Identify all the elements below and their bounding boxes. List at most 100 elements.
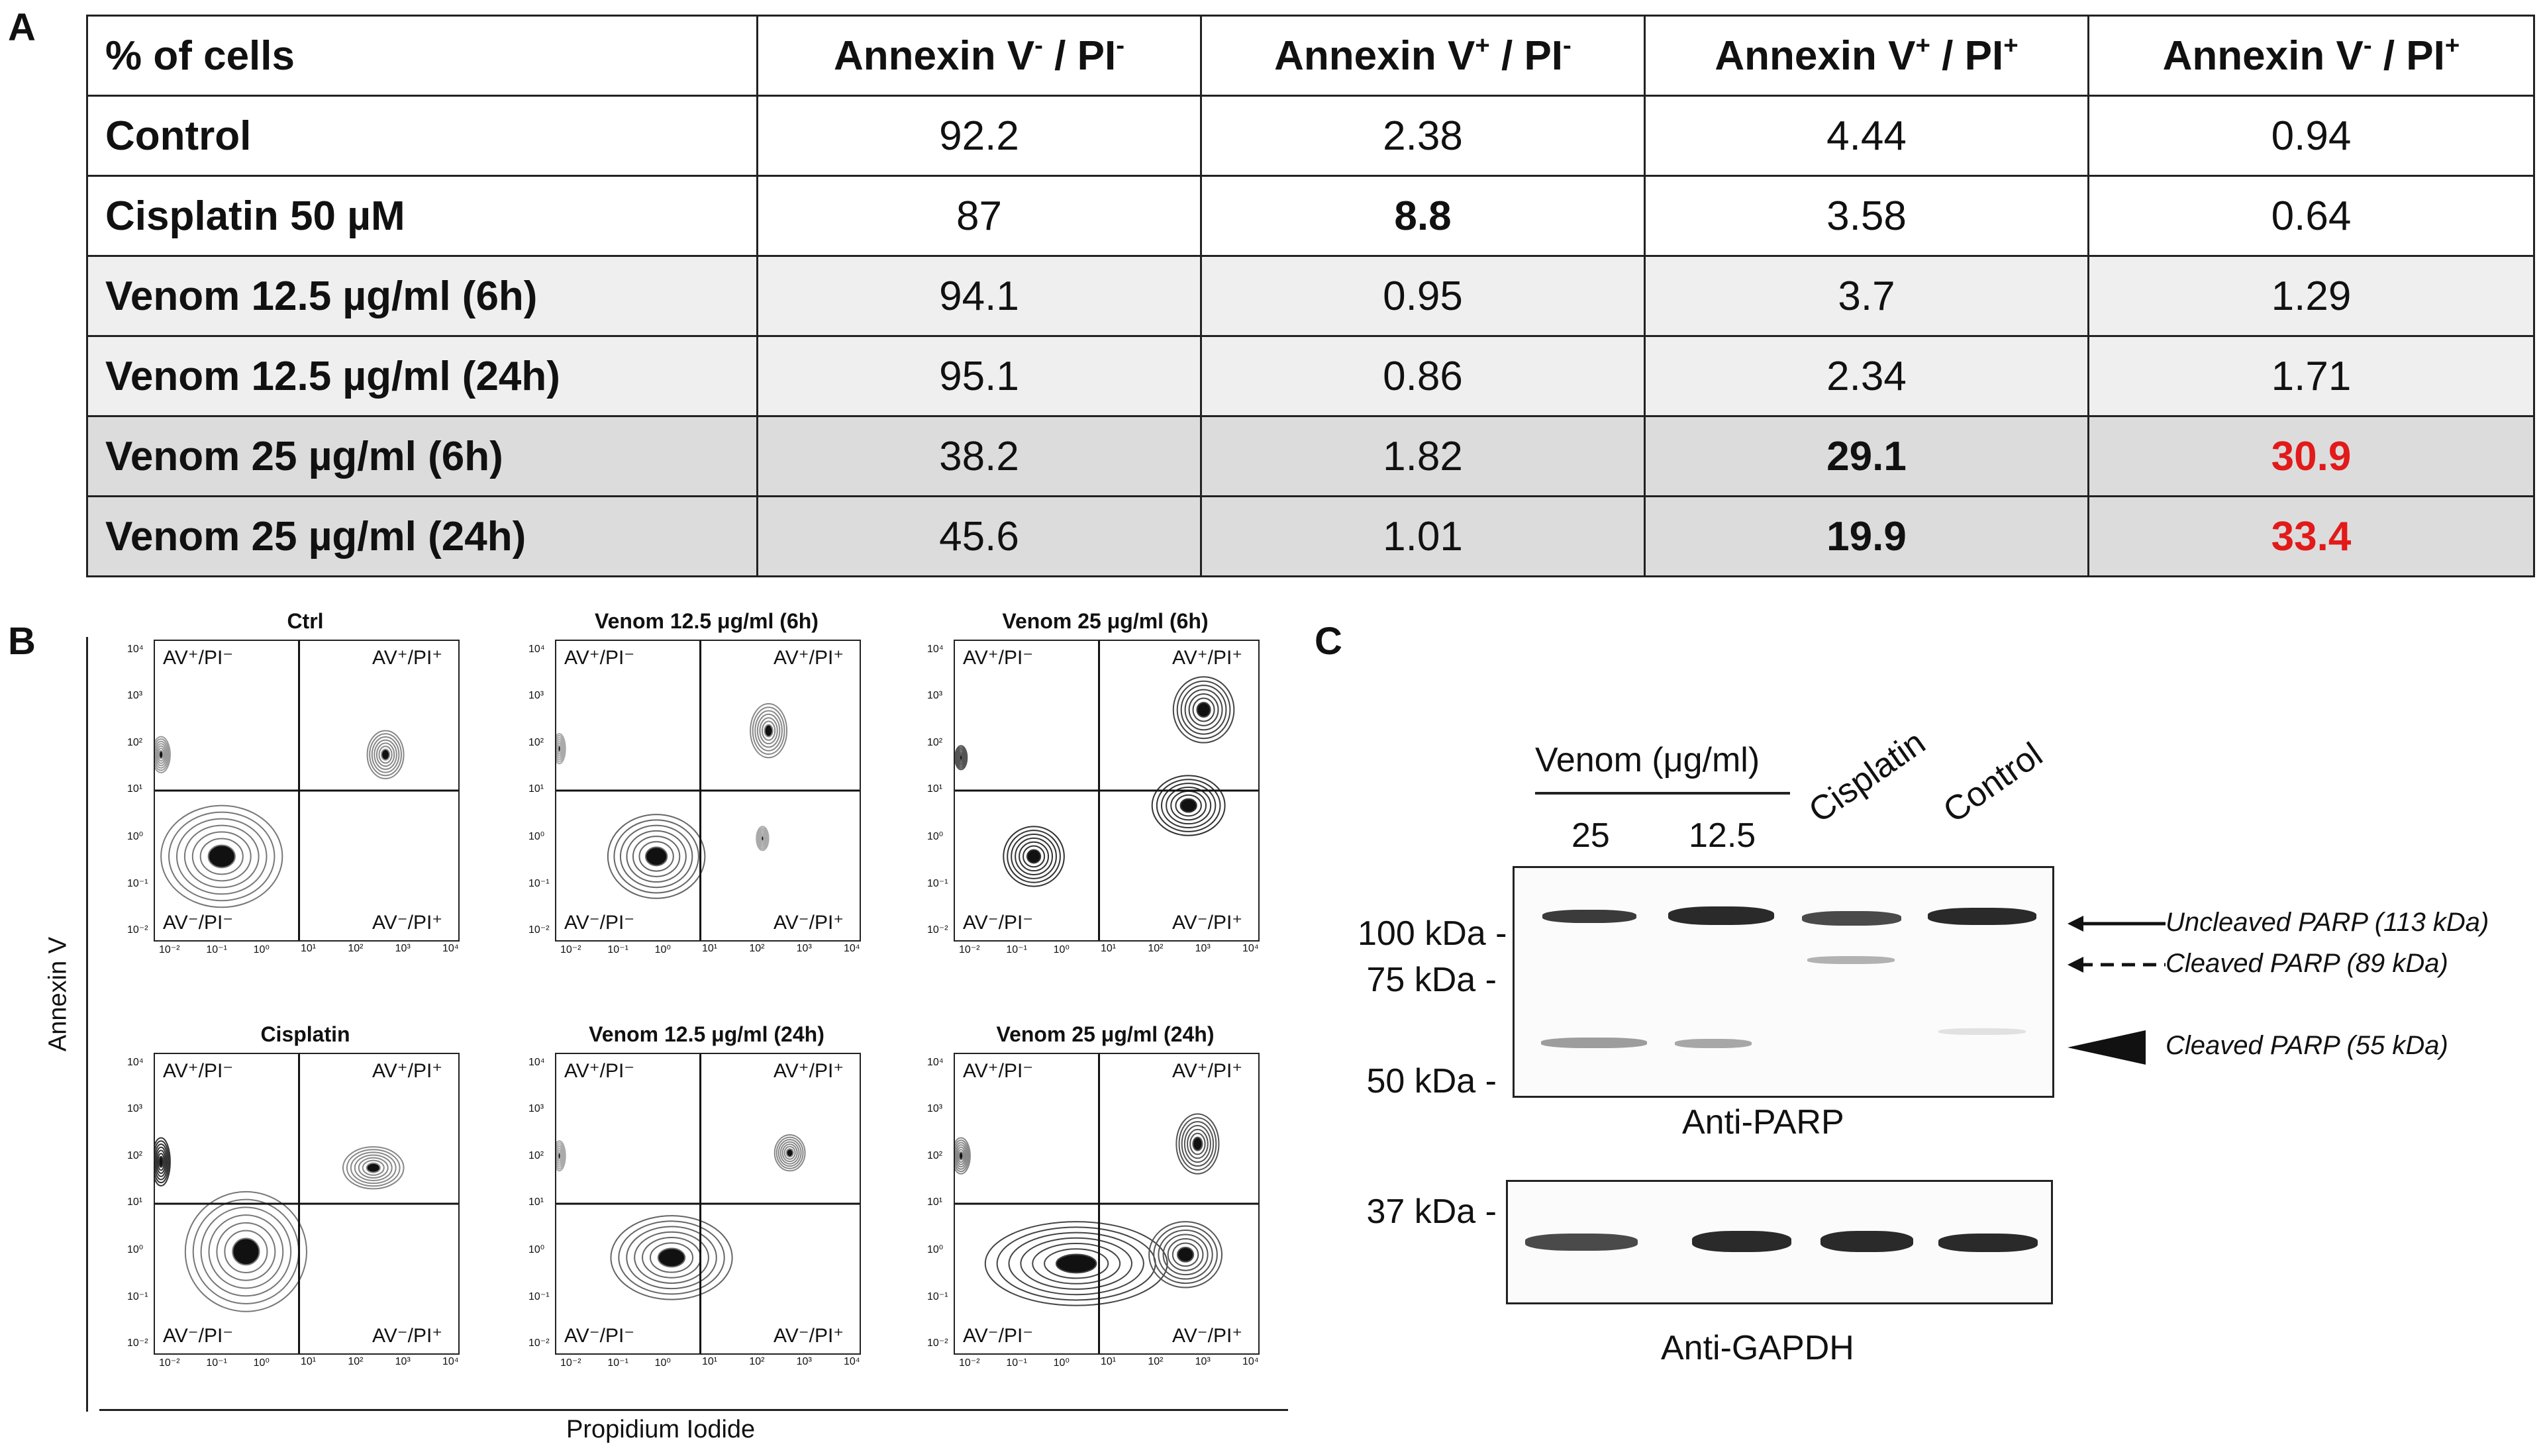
contour-ring	[556, 1149, 562, 1162]
y-tick-label: 10⁻²	[127, 924, 148, 936]
table-cell: 1.29	[2087, 255, 2535, 337]
x-tick-label: 10⁴	[844, 943, 860, 954]
contour-ring	[158, 750, 164, 759]
contour-ring	[154, 743, 168, 767]
x-tick-label: 10¹	[702, 943, 718, 954]
y-tick-label: 10⁰	[127, 1244, 144, 1256]
plot-title: Venom 12.5 μg/ml (24h)	[589, 1022, 824, 1046]
contour-ring	[183, 824, 260, 889]
panel-label-a: A	[8, 6, 36, 49]
lane-label-control: Control	[1936, 735, 2050, 831]
contour-ring	[1179, 798, 1197, 813]
table-row: Venom 25 µg/ml (24h) 45.6 1.01 19.9 33.4	[86, 495, 2535, 577]
contour-ring	[1160, 783, 1217, 829]
x-tick-label: 10⁰	[1053, 944, 1070, 955]
y-tick-label: 10³	[927, 690, 943, 702]
contour-ring	[773, 1134, 806, 1172]
y-tick-label: 10⁰	[927, 1244, 944, 1256]
x-tick-label: 10³	[796, 1356, 812, 1367]
y-tick-label: 10³	[528, 1103, 544, 1115]
quadrant-label-quad-lr: AV⁻/PI⁺	[372, 912, 443, 934]
table-cell: 3.7	[1644, 255, 2089, 337]
contour-ring	[761, 720, 776, 741]
contour-ring	[1008, 1232, 1144, 1296]
band-label-uncleaved: Uncleaved PARP (113 kDa)	[2166, 908, 2489, 937]
y-tick-label: 10³	[528, 690, 544, 702]
y-tick-label: 10⁴	[927, 1057, 944, 1068]
x-tick-label: 10⁴	[1242, 1356, 1259, 1367]
contour-drawing	[552, 641, 860, 940]
table-cell: 92.2	[756, 95, 1202, 177]
contour-ring	[959, 754, 964, 761]
contour-ring	[1172, 1242, 1199, 1267]
quadrant-label-quad-ur: AV⁺/PI⁺	[1172, 647, 1243, 669]
x-tick-label: 10³	[1195, 1356, 1211, 1367]
quadrant-label-quad-lr: AV⁻/PI⁺	[773, 912, 844, 934]
contour-ring	[1015, 837, 1054, 876]
quadrant-label-quad-lr: AV⁻/PI⁺	[773, 1325, 844, 1347]
flow-contour-plot: AV⁺/PI⁻ AV⁺/PI⁺ AV⁻/PI⁻ AV⁻/PI⁺	[951, 1053, 1260, 1355]
contour-ring	[954, 1144, 968, 1168]
plot-title: Venom 12.5 μg/ml (6h)	[595, 609, 819, 633]
x-tick-label: 10³	[796, 943, 812, 954]
mw-marker-50: 50 kDa -	[1366, 1062, 1497, 1100]
y-tick-label: 10⁻¹	[127, 877, 148, 889]
table-cell: 1.01	[1200, 495, 1646, 577]
y-tick-label: 10²	[927, 736, 943, 748]
parp-band	[1802, 911, 1901, 926]
parp-band	[1668, 906, 1774, 925]
contour-drawing	[552, 1054, 860, 1353]
table-cell: 0.94	[2087, 95, 2535, 177]
y-tick-label: 10⁻²	[927, 924, 948, 936]
x-tick-label: 10²	[1148, 943, 1164, 954]
x-tick-label: 10⁻²	[560, 1357, 581, 1369]
contour-ring	[957, 751, 965, 764]
y-tick-label: 10⁴	[127, 1057, 144, 1068]
contour-drawing	[954, 641, 1258, 940]
y-tick-label: 10⁻²	[528, 924, 550, 936]
mw-marker-37: 37 kDa -	[1366, 1192, 1497, 1231]
x-tick-label: 10⁰	[253, 1357, 270, 1369]
contour-ring	[958, 752, 964, 763]
contour-ring	[157, 1153, 165, 1171]
contour-ring	[1181, 1121, 1215, 1167]
quadrant-label-quad-ll: AV⁻/PI⁻	[963, 912, 1034, 934]
parp-band	[1542, 910, 1636, 923]
y-tick-label: 10¹	[127, 783, 143, 795]
contour-ring	[785, 1148, 794, 1158]
contour-ring	[1153, 1225, 1218, 1285]
x-tick-label: 10⁴	[442, 943, 459, 954]
table-cell-highlight: 33.4	[2087, 495, 2535, 577]
y-tick-label: 10⁻²	[127, 1337, 148, 1349]
contour-ring	[757, 828, 768, 848]
contour-ring	[1032, 1243, 1121, 1285]
contour-ring	[1156, 779, 1221, 832]
contour-ring	[1192, 1136, 1203, 1151]
x-tick-label: 10⁰	[654, 944, 671, 955]
contour-ring	[957, 1149, 965, 1163]
row-label: Venom 25 µg/ml (24h)	[86, 495, 758, 577]
row-label: Cisplatin 50 µM	[86, 175, 758, 257]
contour-ring	[175, 818, 268, 895]
contour-ring	[1189, 1132, 1206, 1155]
quadrant-label-quad-ur: AV⁺/PI⁺	[1172, 1060, 1243, 1082]
y-tick-label: 10³	[127, 690, 143, 702]
contour-ring	[764, 724, 773, 738]
table-cell: 4.44	[1644, 95, 2089, 177]
contour-ring	[158, 1155, 164, 1168]
contour-ring	[759, 832, 766, 845]
contour-ring	[556, 1147, 563, 1164]
table-row: Control 92.2 2.38 4.44 0.94	[86, 95, 2535, 177]
contour-ring	[350, 1151, 397, 1185]
panel-label-c: C	[1315, 620, 1342, 663]
y-tick-label: 10¹	[528, 1196, 544, 1208]
contour-ring	[956, 1146, 966, 1165]
contour-ring	[1162, 1234, 1209, 1276]
header-cell: % of cells	[86, 15, 758, 97]
contour-ring	[556, 740, 563, 757]
contour-ring	[1167, 1238, 1204, 1271]
contour-ring	[1019, 841, 1050, 872]
quadrant-label-quad-ur: AV⁺/PI⁺	[372, 1060, 443, 1082]
contour-ring	[1184, 689, 1223, 731]
plot-title: Venom 25 μg/ml (24h)	[996, 1022, 1215, 1046]
